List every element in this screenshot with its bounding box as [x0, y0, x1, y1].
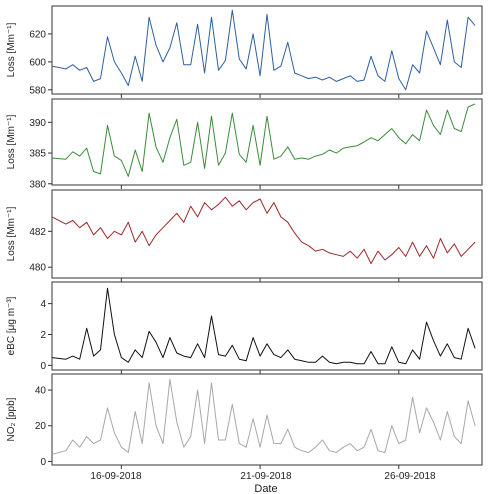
plot-frame — [51, 189, 483, 279]
series-line — [51, 287, 476, 365]
y-tick-label: 40 — [35, 386, 47, 397]
series-line — [51, 378, 476, 455]
y-axis-label: NO₂ [ppb] — [6, 397, 17, 441]
y-axis-label: Loss [Mm⁻¹] — [6, 114, 17, 169]
x-tick-label-0: 16-09-2018 — [90, 471, 142, 482]
y-axis-label: eBC [μg m⁻³] — [6, 296, 17, 355]
y-tick-label: 380 — [29, 179, 46, 190]
y-tick-label: 0 — [40, 361, 46, 372]
panels: 580 600 620 Loss [Mm⁻¹] 380 385 390 Loss [Mm⁻¹]… — [6, 5, 483, 469]
y-tick-label: 390 — [29, 118, 46, 129]
y-axis-label: Loss [Mm⁻¹] — [6, 22, 17, 77]
y-tick-label: 620 — [29, 29, 46, 40]
y-tick-label: 480 — [29, 263, 46, 274]
y-tick-label: 580 — [29, 85, 46, 96]
y-tick-label: 20 — [35, 421, 47, 432]
panel-1: 580 600 620 Loss [Mm⁻¹] — [6, 5, 483, 98]
series-line — [51, 196, 476, 265]
x-tick-labels: 16-09-2018 21-09-2018 26-09-2018 — [90, 471, 436, 482]
y-axis-label: Loss [Mm⁻¹] — [6, 206, 17, 261]
plot-frame — [51, 373, 483, 466]
y-tick-label: 482 — [29, 227, 46, 238]
y-tick-label: 600 — [29, 57, 46, 68]
panel-3: 480 482 Loss [Mm⁻¹] — [6, 189, 483, 282]
x-tick-label-1: 21-09-2018 — [240, 471, 292, 482]
panel-4: 0 2 4 eBC [μg m⁻³] — [6, 281, 483, 374]
series-line — [51, 9, 476, 91]
y-tick-label: 0 — [40, 457, 46, 468]
series-line — [51, 103, 476, 177]
x-axis-label: Date — [254, 483, 277, 494]
plot-frame — [51, 5, 483, 95]
panel-5: 0 20 40 NO₂ [ppb] — [6, 373, 483, 469]
x-tick-label-2: 26-09-2018 — [384, 471, 436, 482]
y-tick-label: 2 — [40, 330, 46, 341]
plot-frame — [51, 98, 483, 186]
panel-2: 380 385 390 Loss [Mm⁻¹] — [6, 98, 483, 190]
y-tick-label: 4 — [40, 299, 46, 310]
y-tick-label: 385 — [29, 149, 46, 160]
